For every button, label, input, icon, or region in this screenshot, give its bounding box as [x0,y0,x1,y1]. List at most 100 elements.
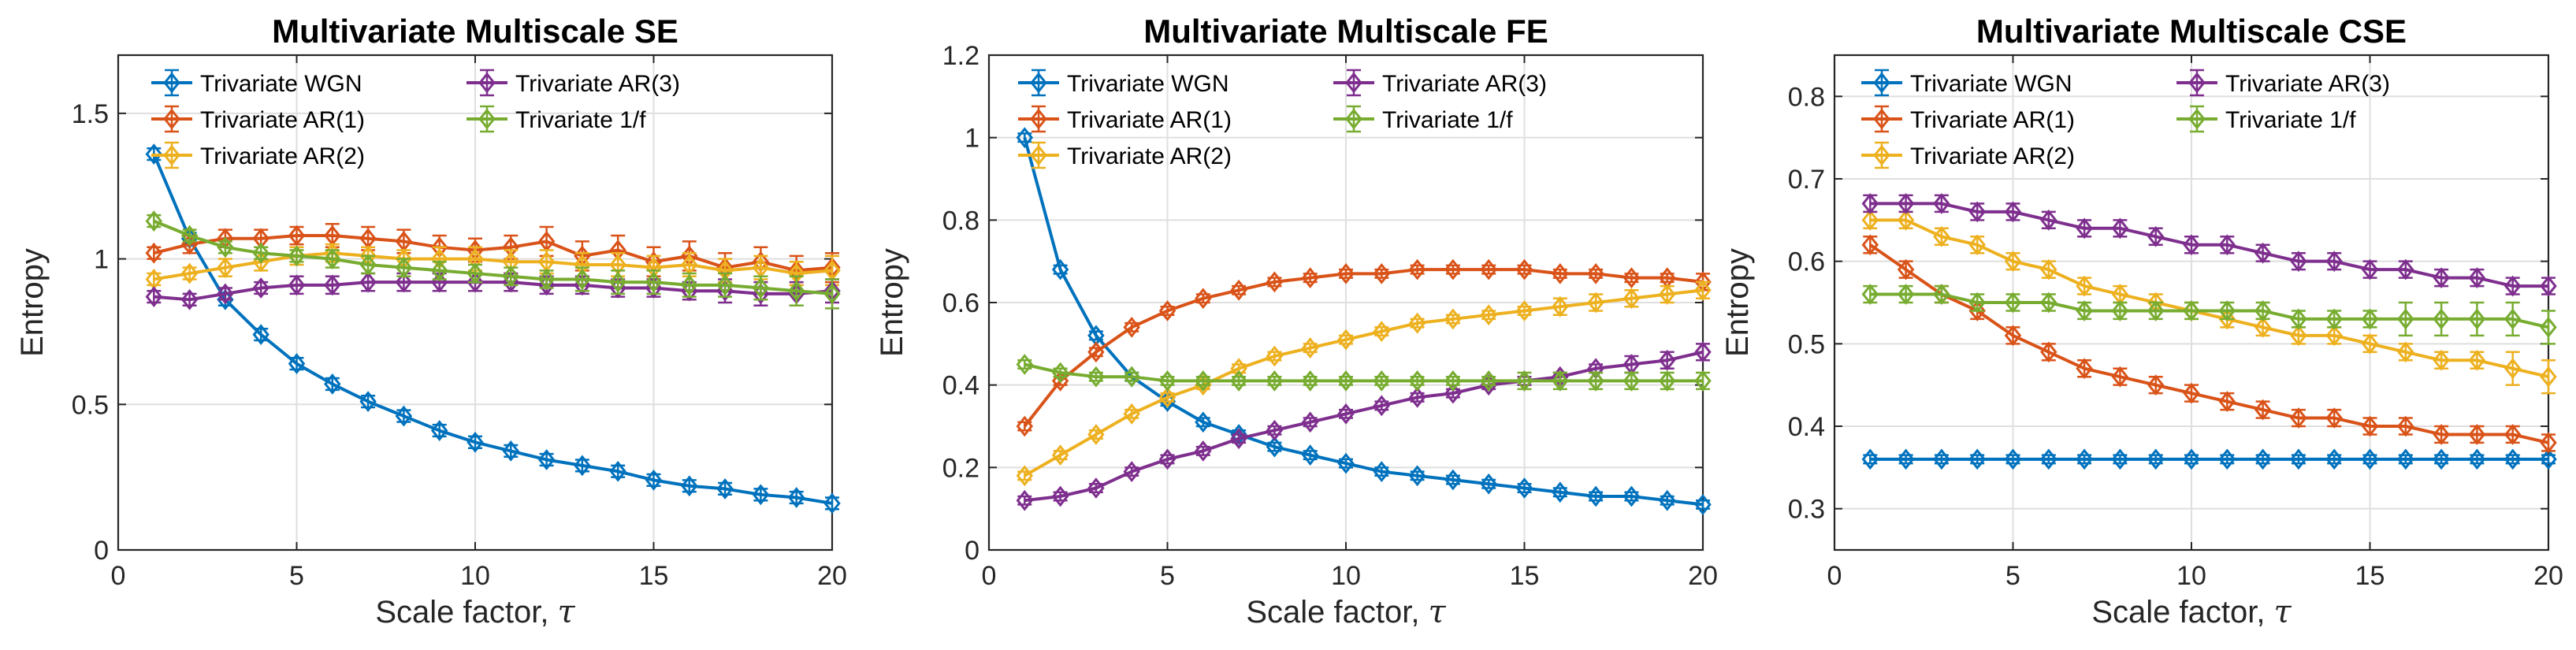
data-point [2290,308,2307,330]
data-point [430,259,448,281]
data-point [1087,341,1105,363]
data-point [1444,382,1462,404]
x-tick-label: 20 [2533,561,2563,591]
data-point [1694,279,1712,301]
data-point [1480,304,1497,326]
data-point [1933,284,1950,305]
data-point [217,283,234,305]
data-point [2111,448,2129,470]
data-point [1266,419,1284,441]
data-point [2183,300,2200,321]
data-point [1408,370,1426,392]
data-point [502,440,520,462]
data-point [1337,452,1355,474]
data-point [324,373,341,395]
data-point [359,391,377,413]
data-point [288,353,306,374]
chart-title: Multivariate Multiscale CSE [1976,13,2407,50]
data-point [2076,358,2093,380]
data-point [467,271,484,293]
data-point [716,478,734,500]
x-tick-label: 15 [639,561,669,591]
data-point [2147,300,2165,321]
data-point [2468,267,2486,289]
legend-label: Trivariate AR(1) [1067,107,1232,133]
data-point [716,274,734,296]
legend-swatch-marker [1030,72,1047,94]
data-point [1408,465,1426,487]
data-point [1158,386,1176,408]
legend-label: Trivariate AR(1) [1910,107,2075,133]
data-point [1444,370,1462,392]
data-point [2040,258,2057,280]
data-point [2361,332,2379,355]
legend: Trivariate WGN Trivariate AR(1) Trivariate… [151,69,680,169]
data-point [2254,448,2272,470]
data-point [2325,407,2343,429]
data-point [2540,366,2557,388]
data-point [2004,251,2022,273]
y-axis-label: Entropy [875,248,909,357]
data-point [1480,258,1497,280]
y-axis-label: Entropy [15,248,50,357]
data-point [1195,411,1212,433]
data-point [359,271,377,293]
data-point [467,262,484,284]
data-point [2254,242,2272,264]
y-tick-label: 0 [965,536,979,566]
data-point [2290,325,2307,347]
legend-label: Trivariate AR(3) [1382,71,1547,97]
data-point [2076,275,2093,297]
data-point [2040,448,2057,470]
y-tick-label: 0.2 [942,453,979,483]
data-point [1515,300,1533,321]
x-tick-label: 10 [2176,561,2206,591]
data-point [2540,448,2557,470]
data-point [180,225,199,247]
series-ar3 [1861,192,2557,297]
data-point [1158,448,1176,470]
data-point [1408,258,1426,280]
y-tick-label: 0.5 [1788,329,1825,359]
data-point [645,469,663,491]
legend-label: Trivariate AR(1) [200,107,365,133]
data-point [252,242,269,264]
data-point [1623,288,1641,310]
data-point [537,449,556,470]
data-point [1552,262,1569,284]
data-point [1266,370,1284,392]
data-point [2504,448,2522,470]
data-point [1587,262,1604,284]
x-axis-label-text: Scale factor, [2091,595,2273,630]
data-point [1301,444,1319,466]
data-point [2325,251,2343,273]
data-point [823,492,841,514]
data-point [324,248,341,269]
series-wgn [1861,448,2557,470]
data-point [2004,201,2022,223]
data-point [1861,192,1879,214]
data-point [1123,316,1140,338]
series-ar2 [1016,279,1712,487]
data-point [2183,382,2200,404]
x-axis-label-text: Scale factor, [1246,595,1428,630]
data-point [1195,440,1212,462]
data-point [574,455,591,477]
data-point [1123,461,1140,482]
legend-swatch-marker [478,72,496,94]
data-point [1051,444,1069,466]
legend-label: Trivariate WGN [1067,71,1229,97]
data-point [2254,399,2272,421]
legend-label: Trivariate AR(3) [515,71,680,97]
legend-swatch-marker [1345,72,1362,94]
data-point [1301,267,1319,289]
data-point [2540,432,2557,454]
data-point [2147,225,2165,247]
x-tick-label: 5 [289,561,304,591]
legend: Trivariate WGN Trivariate AR(1) Trivariate… [1861,69,2390,169]
data-point [1051,362,1069,384]
data-point [752,277,770,299]
y-axis-label: Entropy [1720,248,1755,357]
data-point [681,274,698,296]
